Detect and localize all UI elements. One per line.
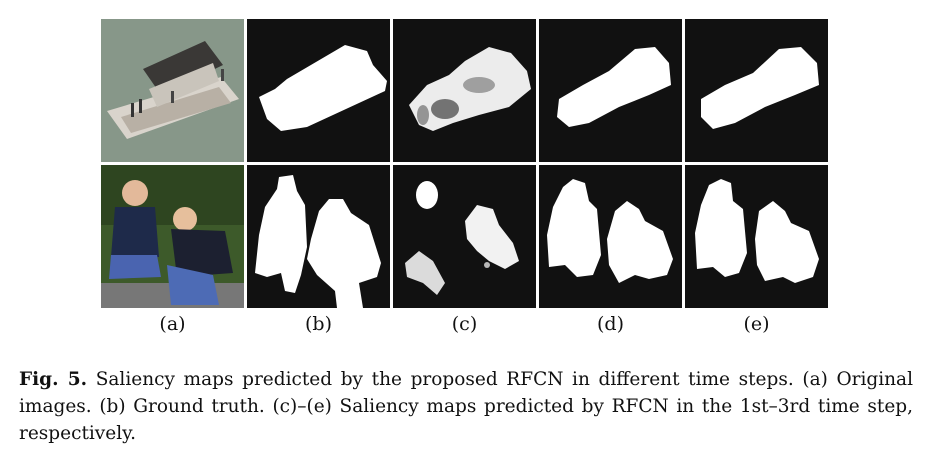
- boat-saliency-step1: [393, 19, 536, 162]
- column-label-e: (e): [743, 313, 770, 335]
- children-saliency-step2: [539, 165, 682, 308]
- column-label-a: (a): [159, 313, 186, 335]
- children-original-image: [101, 165, 244, 308]
- column-label-d: (d): [597, 313, 624, 335]
- caption-text: Saliency maps predicted by the proposed …: [19, 369, 913, 444]
- figure-number: Fig. 5.: [19, 369, 88, 390]
- column-label-b: (b): [305, 313, 332, 335]
- boat-original-image: [101, 19, 244, 162]
- figure-caption: Fig. 5. Saliency maps predicted by the p…: [19, 366, 913, 447]
- column-label-c: (c): [451, 313, 478, 335]
- children-saliency-step3: [685, 165, 828, 308]
- children-ground-truth: [247, 165, 390, 308]
- boat-saliency-step3: [685, 19, 828, 162]
- boat-saliency-step2: [539, 19, 682, 162]
- boat-ground-truth: [247, 19, 390, 162]
- children-saliency-step1: [393, 165, 536, 308]
